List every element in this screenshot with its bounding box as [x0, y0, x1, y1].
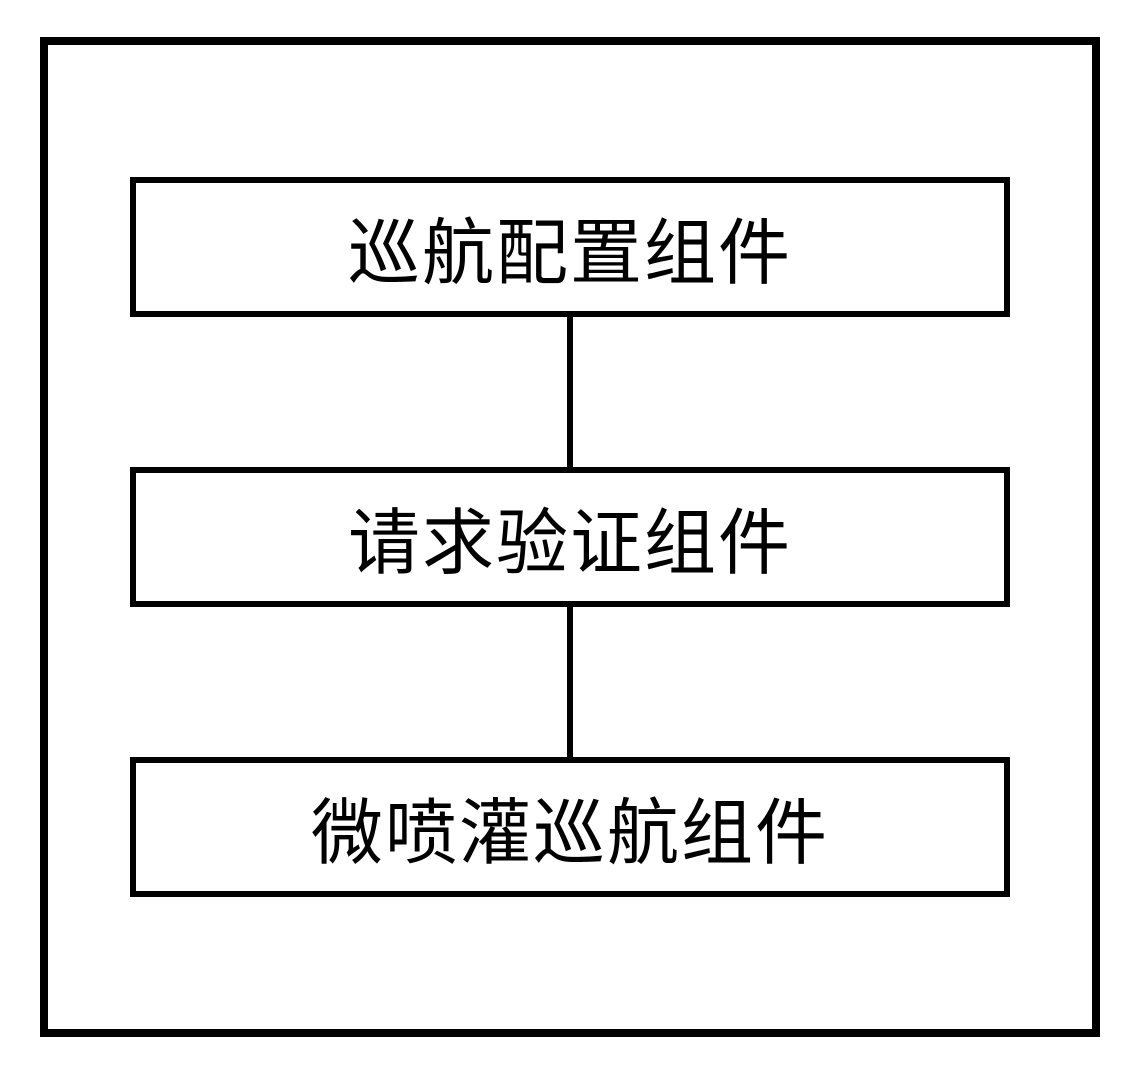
diagram-outer-container: 巡航配置组件 请求验证组件 微喷灌巡航组件 [40, 37, 1100, 1037]
node-label-2: 请求验证组件 [348, 484, 792, 589]
connector-2-3 [567, 607, 573, 757]
flowchart-node-2: 请求验证组件 [130, 467, 1010, 607]
node-label-1: 巡航配置组件 [348, 194, 792, 299]
flowchart-node-3: 微喷灌巡航组件 [130, 757, 1010, 897]
node-label-3: 微喷灌巡航组件 [311, 774, 829, 879]
connector-1-2 [567, 317, 573, 467]
flowchart-node-1: 巡航配置组件 [130, 177, 1010, 317]
